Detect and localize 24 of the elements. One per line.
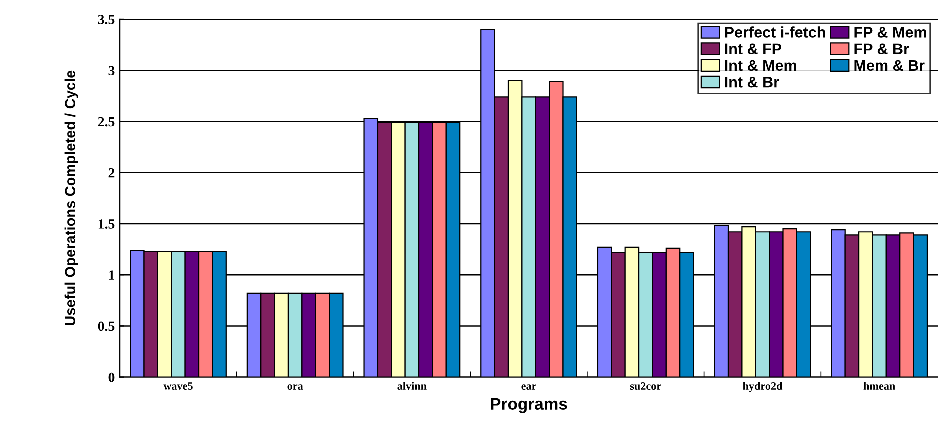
y-tick-label: 3: [108, 66, 115, 76]
x-tick-label: ora: [288, 384, 304, 390]
y-tick-label: 0: [108, 372, 115, 382]
legend-label: Int & Br: [725, 77, 780, 88]
y-tick-label: 1: [109, 270, 114, 280]
x-tick-label: hmean: [864, 382, 896, 390]
legend-label: Perfect i-fetch: [725, 26, 826, 38]
x-tick-label: ear: [522, 384, 536, 390]
x-tick-label: su2cor: [630, 382, 662, 390]
legend-label: Mem & Br: [854, 60, 925, 72]
x-tick-label: hydro2d: [743, 382, 783, 392]
y-axis-title: Useful Operations Completed / Cycle: [64, 70, 78, 326]
y-tick-label: 0.5: [98, 322, 115, 332]
x-tick-label: wave5: [164, 382, 193, 390]
x-tick-label: alvinn: [398, 382, 427, 390]
y-tick-label: 2: [108, 168, 115, 178]
y-tick-label: 2.5: [98, 117, 115, 127]
legend-label: Int & Mem: [725, 60, 796, 72]
y-tick-label: 1.5: [98, 220, 115, 229]
x-axis-title: Programs: [491, 398, 568, 414]
y-tick-label: 3.5: [98, 15, 115, 24]
legend-label: Int & FP: [725, 44, 782, 54]
legend-label: FP & Mem: [854, 27, 926, 38]
legend-label: FP & Br: [854, 44, 910, 54]
